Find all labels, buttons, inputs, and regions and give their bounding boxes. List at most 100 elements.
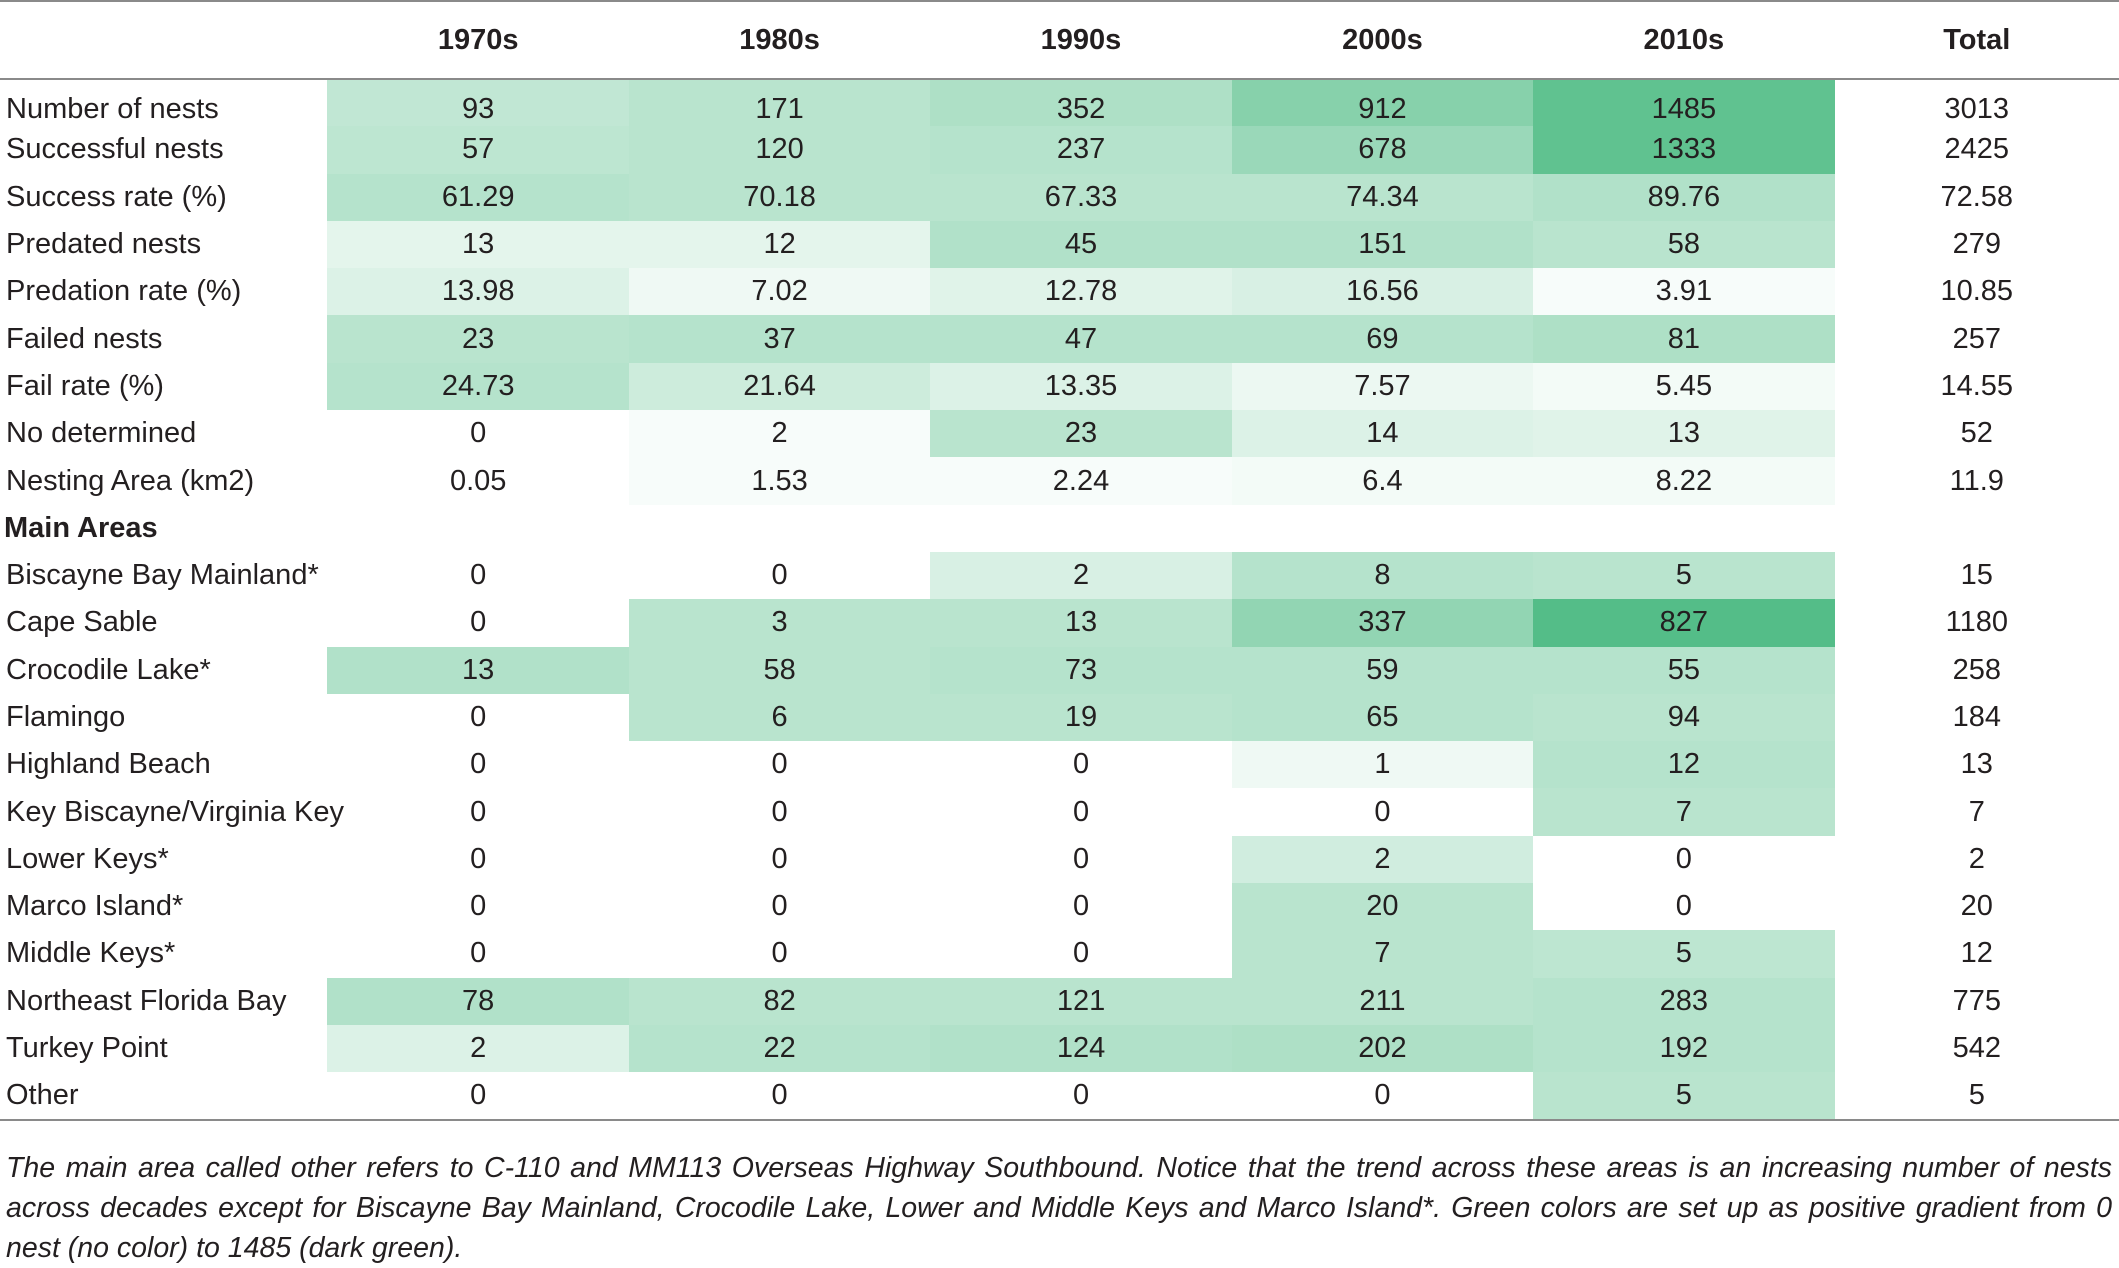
data-cell — [1232, 505, 1533, 552]
data-cell: 93 — [327, 79, 629, 127]
header-cell-2010s: 2010s — [1533, 0, 1835, 80]
data-cell: 2 — [628, 410, 931, 458]
table-row: Marco Island* 0 0 0 20 0 20 — [0, 883, 2119, 931]
data-cell: 211 — [1231, 977, 1534, 1025]
table-row: Number of nests 93 171 352 912 1485 3013 — [0, 79, 2119, 127]
data-cell: 2 — [930, 551, 1232, 600]
table-row: Success rate (%) 61.29 70.18 67.33 74.34 89.7… — [0, 173, 2119, 221]
data-cell: 13 — [930, 599, 1232, 647]
data-cell: 2 — [327, 1024, 629, 1073]
header-cell-1990s: 1990s — [930, 0, 1232, 80]
header-row: 1970s 1980s 1990s 2000s 2010s Total — [0, 0, 2119, 80]
total-cell: 2425 — [1944, 133, 2010, 166]
table-row: Highland Beach 0 0 0 1 12 13 — [0, 741, 2119, 789]
total-cell: 15 — [1960, 559, 1993, 592]
row-label: Other — [0, 1072, 328, 1121]
data-cell: 0 — [470, 701, 487, 733]
data-cell: 0.05 — [449, 464, 507, 497]
data-cell: 74.34 — [1231, 173, 1534, 221]
data-cell: 94 — [1533, 693, 1835, 742]
total-cell: 279 — [1952, 228, 2001, 261]
table-footnote: The main area called other refers to C-1… — [6, 1152, 2112, 1264]
header-cell-label — [0, 0, 328, 80]
total-cell: 542 — [1952, 1032, 2001, 1065]
total-cell: 13 — [1960, 748, 1993, 781]
data-cell: 352 — [930, 79, 1232, 127]
total-cell: 20 — [1960, 890, 1993, 923]
data-cell: 3 — [628, 599, 931, 647]
table-row: Lower Keys* 0 0 0 2 0 2 — [0, 835, 2119, 884]
data-cell: 5 — [1533, 551, 1835, 600]
data-cell: 55 — [1533, 646, 1835, 694]
row-label: Middle Keys* — [6, 937, 176, 970]
data-cell: 124 — [930, 1024, 1232, 1073]
data-cell: 0 — [470, 748, 487, 781]
data-cell: 0 — [1374, 795, 1391, 828]
data-cell: 12 — [1533, 741, 1835, 789]
total-cell: 258 — [1952, 653, 2001, 686]
data-cell — [629, 505, 930, 552]
data-cell — [327, 505, 628, 552]
data-cell: 69 — [1231, 315, 1534, 363]
data-cell: 1485 — [1533, 79, 1835, 127]
total-cell: 2 — [1968, 842, 1985, 875]
data-cell: 0 — [470, 842, 487, 875]
data-cell: 0 — [1072, 890, 1090, 923]
data-cell: 1 — [1231, 741, 1534, 789]
row-label: Lower Keys* — [6, 842, 169, 875]
section-label: Main Areas — [4, 511, 158, 544]
row-label: Success rate (%) — [6, 180, 227, 213]
data-cell: 37 — [628, 315, 931, 363]
data-cell: 0 — [771, 795, 788, 828]
data-cell: 58 — [1533, 220, 1835, 269]
table-row: Nesting Area (km2) 0.05 1.53 2.24 6.4 8.22 11.… — [0, 457, 2119, 505]
data-cell: 171 — [628, 79, 931, 127]
table-row: Successful nests 57 120 237 678 1333 2425 — [0, 126, 2119, 174]
data-cell: 13 — [327, 220, 629, 269]
row-label: Predated nests — [6, 228, 202, 261]
data-cell: 13.98 — [327, 268, 629, 316]
total-cell: 7 — [1968, 795, 1985, 828]
row-label: Flamingo — [6, 701, 126, 733]
data-cell — [1533, 505, 1834, 552]
table-row: Predated nests 13 12 45 151 58 279 — [0, 220, 2119, 269]
data-cell: 13 — [1533, 410, 1835, 458]
data-cell: 7 — [1231, 930, 1534, 978]
data-cell: 1333 — [1533, 126, 1835, 174]
data-cell: 14 — [1231, 410, 1534, 458]
data-cell: 23 — [930, 410, 1232, 458]
data-cell: 58 — [628, 646, 931, 694]
total-cell: 184 — [1952, 701, 2001, 733]
data-cell: 0 — [771, 748, 788, 781]
table-row: Turkey Point 2 22 124 202 192 542 — [0, 1024, 2119, 1073]
table-row: Crocodile Lake* 13 58 73 59 55 258 — [0, 646, 2119, 694]
row-label: Cape Sable — [6, 606, 158, 639]
data-cell: 121 — [930, 977, 1232, 1025]
data-cell: 7 — [1533, 788, 1835, 836]
data-cell: 0 — [470, 417, 487, 450]
data-cell: 0 — [470, 559, 487, 592]
row-label: Turkey Point — [6, 1032, 168, 1065]
data-cell: 0 — [628, 1072, 931, 1121]
data-cell: 0 — [771, 559, 788, 592]
table-row: Cape Sable 0 3 13 337 827 1180 — [0, 599, 2119, 647]
data-cell: 67.33 — [930, 173, 1232, 221]
data-cell: 24.73 — [327, 362, 629, 411]
table-body: Number of nests 93 171 352 912 1485 3013 Succes… — [0, 79, 2119, 1121]
table-row: Failed nests 23 37 47 69 81 257 — [0, 315, 2119, 363]
table-row: Predation rate (%) 13.98 7.02 12.78 16.56 3.9… — [0, 268, 2119, 316]
data-cell: 47 — [930, 315, 1232, 363]
data-cell: 678 — [1231, 126, 1534, 174]
data-cell: 6.4 — [1231, 457, 1534, 505]
row-label: Northeast Florida Bay — [6, 984, 287, 1017]
total-cell: 5 — [1834, 1072, 2119, 1121]
header-cell-2000s: 2000s — [1231, 0, 1534, 80]
section-header-row: Main Areas — [0, 505, 2119, 552]
data-cell: 0 — [1675, 890, 1692, 923]
total-cell: 52 — [1960, 417, 1993, 450]
data-cell: 8 — [1231, 551, 1534, 600]
total-cell: 72.58 — [1940, 180, 2014, 213]
data-cell: 5 — [1533, 930, 1835, 978]
data-cell: 8.22 — [1533, 457, 1835, 505]
